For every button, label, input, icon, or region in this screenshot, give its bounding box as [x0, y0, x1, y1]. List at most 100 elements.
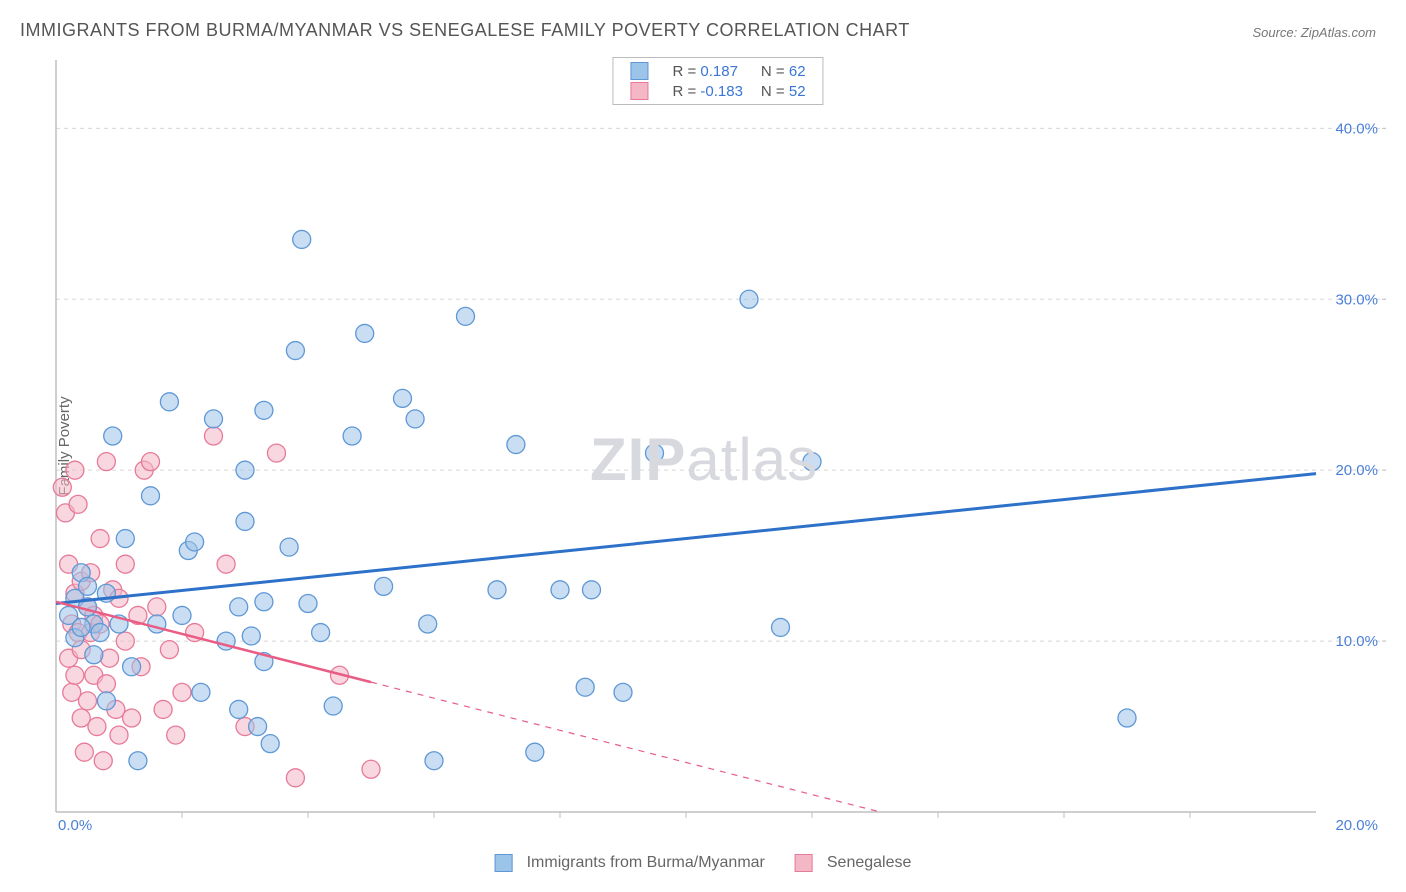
swatch-senegalese-icon [630, 82, 648, 100]
data-point [205, 410, 223, 428]
data-point [236, 512, 254, 530]
data-point [583, 581, 601, 599]
data-point [173, 683, 191, 701]
data-point [646, 444, 664, 462]
data-point [160, 393, 178, 411]
legend-item-senegalese: Senegalese [795, 854, 912, 872]
data-point [72, 618, 90, 636]
data-point [280, 538, 298, 556]
data-point [69, 495, 87, 513]
scatter-plot: 10.0%20.0%30.0%40.0%0.0%20.0% [50, 55, 1386, 832]
data-point [286, 342, 304, 360]
data-point [148, 598, 166, 616]
x-tick-label: 0.0% [58, 817, 92, 832]
data-point [375, 577, 393, 595]
data-point [324, 697, 342, 715]
trend-line [56, 602, 371, 682]
data-point [205, 427, 223, 445]
data-point [173, 606, 191, 624]
data-point [230, 700, 248, 718]
chart-area: ZIPatlas 10.0%20.0%30.0%40.0%0.0%20.0% R… [50, 55, 1386, 832]
data-point [123, 709, 141, 727]
data-point [167, 726, 185, 744]
swatch-senegalese-icon [795, 854, 813, 872]
data-point [63, 683, 81, 701]
legend-row-burma: R = 0.187 N = 62 [621, 61, 814, 81]
data-point [488, 581, 506, 599]
data-point [255, 593, 273, 611]
data-point [772, 618, 790, 636]
data-point [66, 461, 84, 479]
y-tick-label: 20.0% [1335, 462, 1378, 479]
correlation-legend: R = 0.187 N = 62 R = -0.183 N = 52 [612, 57, 823, 105]
data-point [110, 726, 128, 744]
data-point [406, 410, 424, 428]
data-point [116, 555, 134, 573]
data-point [101, 649, 119, 667]
data-point [343, 427, 361, 445]
data-point [268, 444, 286, 462]
data-point [614, 683, 632, 701]
data-point [457, 307, 475, 325]
data-point [551, 581, 569, 599]
data-point [97, 675, 115, 693]
data-point [299, 594, 317, 612]
data-point [255, 401, 273, 419]
data-point [79, 692, 97, 710]
data-point [362, 760, 380, 778]
x-tick-label: 20.0% [1335, 817, 1378, 832]
data-point [230, 598, 248, 616]
legend-label: Senegalese [827, 854, 912, 872]
data-point [66, 666, 84, 684]
data-point [192, 683, 210, 701]
data-point [261, 735, 279, 753]
swatch-burma-icon [495, 854, 513, 872]
chart-title: IMMIGRANTS FROM BURMA/MYANMAR VS SENEGAL… [20, 20, 910, 41]
legend-label: Immigrants from Burma/Myanmar [527, 854, 765, 872]
data-point [217, 555, 235, 573]
data-point [94, 752, 112, 770]
data-point [286, 769, 304, 787]
data-point [91, 530, 109, 548]
data-point [88, 718, 106, 736]
legend-item-burma: Immigrants from Burma/Myanmar [495, 854, 765, 872]
data-point [123, 658, 141, 676]
data-point [142, 453, 160, 471]
data-point [91, 624, 109, 642]
data-point [97, 692, 115, 710]
data-point [312, 624, 330, 642]
data-point [129, 752, 147, 770]
data-point [116, 530, 134, 548]
y-tick-label: 40.0% [1335, 120, 1378, 137]
data-point [236, 461, 254, 479]
data-point [186, 533, 204, 551]
chart-container: IMMIGRANTS FROM BURMA/MYANMAR VS SENEGAL… [0, 0, 1406, 892]
data-point [356, 324, 374, 342]
data-point [249, 718, 267, 736]
data-point [75, 743, 93, 761]
data-point [79, 577, 97, 595]
data-point [803, 453, 821, 471]
data-point [740, 290, 758, 308]
data-point [53, 478, 71, 496]
source-attribution: Source: ZipAtlas.com [1252, 25, 1376, 40]
data-point [242, 627, 260, 645]
data-point [576, 678, 594, 696]
data-point [160, 641, 178, 659]
data-point [142, 487, 160, 505]
data-point [116, 632, 134, 650]
data-point [1118, 709, 1136, 727]
data-point [104, 427, 122, 445]
data-point [394, 389, 412, 407]
data-point [419, 615, 437, 633]
swatch-burma-icon [630, 62, 648, 80]
data-point [425, 752, 443, 770]
data-point [507, 436, 525, 454]
trend-line [56, 474, 1316, 604]
data-point [85, 646, 103, 664]
data-point [293, 230, 311, 248]
legend-row-senegalese: R = -0.183 N = 52 [621, 81, 814, 101]
data-point [72, 709, 90, 727]
data-point [97, 453, 115, 471]
data-point [154, 700, 172, 718]
